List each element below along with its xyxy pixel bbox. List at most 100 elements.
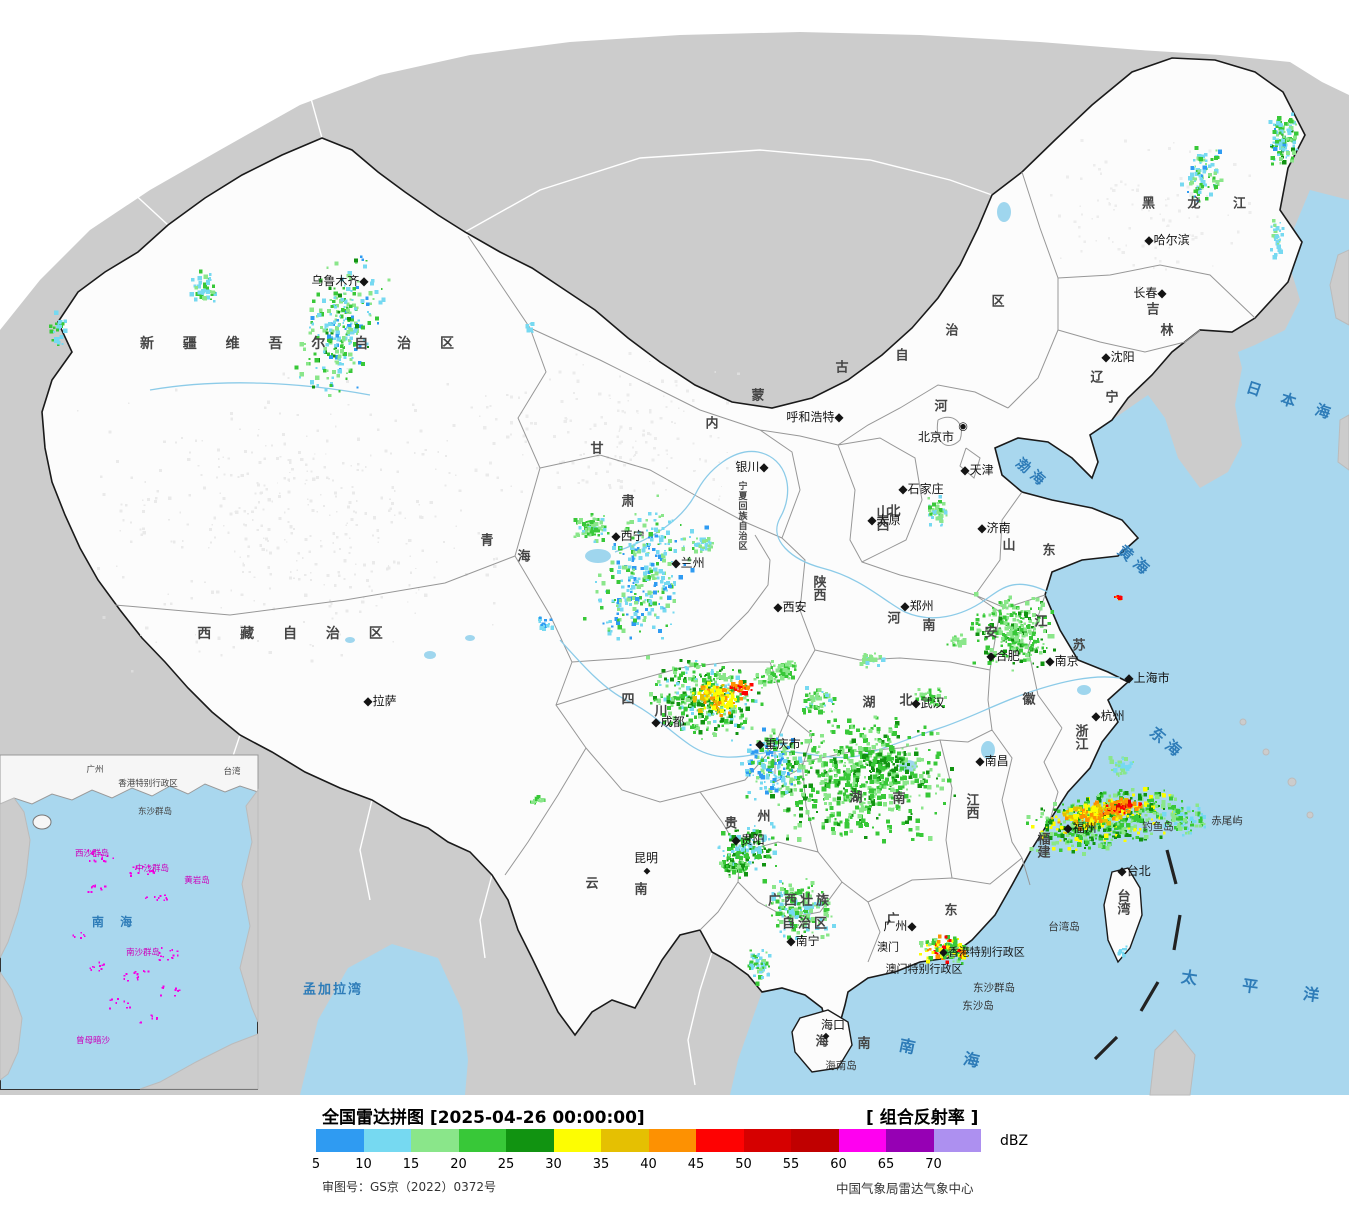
- radar-echo-px: [1113, 596, 1116, 599]
- terrain-px: [1154, 246, 1157, 249]
- radar-echo-px: [817, 707, 820, 710]
- radar-echo-px: [782, 750, 785, 753]
- radar-echo-px: [634, 593, 637, 596]
- terrain-px: [609, 397, 611, 400]
- radar-echo-px: [593, 540, 597, 543]
- radar-echo-px: [1121, 801, 1125, 805]
- radar-echo-px: [891, 796, 895, 800]
- radar-echo-px: [762, 682, 767, 687]
- radar-echo-px: [638, 555, 643, 560]
- radar-echo-px: [770, 821, 774, 826]
- radar-echo-px: [729, 717, 734, 721]
- terrain-px: [345, 379, 349, 383]
- radar-echo-px: [1198, 197, 1201, 199]
- radar-echo-px: [315, 315, 319, 318]
- radar-echo-px: [1294, 131, 1299, 136]
- radar-echo-px: [877, 738, 882, 742]
- terrain-px: [1096, 215, 1100, 219]
- radar-echo-px: [858, 746, 862, 750]
- radar-echo-px: [715, 708, 718, 711]
- radar-echo-px: [844, 818, 849, 823]
- terrain-px: [256, 481, 259, 484]
- radar-echo-px: [797, 823, 802, 828]
- radar-echo-px: [832, 923, 837, 928]
- terrain-px: [100, 475, 103, 479]
- radar-echo-px: [668, 539, 673, 543]
- terrain-px: [698, 458, 702, 461]
- radar-echo-px: [807, 886, 810, 889]
- radar-echo-px: [1075, 834, 1081, 839]
- radar-echo-px: [628, 579, 631, 582]
- terrain-px: [444, 484, 447, 487]
- radar-echo-px: [573, 535, 577, 539]
- radar-echo-px: [674, 684, 677, 687]
- terrain-px: [573, 392, 576, 395]
- radar-echo-px: [1272, 136, 1277, 141]
- radar-echo-px: [869, 788, 874, 794]
- radar-echo-px: [51, 338, 55, 342]
- terrain-px: [357, 463, 360, 466]
- radar-echo-px: [1073, 819, 1077, 823]
- radar-echo-px: [720, 668, 723, 671]
- radar-echo-px: [779, 930, 782, 933]
- radar-echo-px: [52, 331, 55, 334]
- terrain-px: [1125, 244, 1128, 247]
- radar-echo-px: [723, 709, 726, 712]
- radar-echo-px: [908, 827, 913, 832]
- radar-echo-px: [1100, 842, 1103, 845]
- radar-echo-px: [681, 683, 685, 688]
- terrain-px: [598, 392, 602, 396]
- radar-echo-px: [632, 581, 635, 584]
- terrain-px: [240, 593, 244, 597]
- island-speckle: [112, 857, 115, 860]
- terrain-px: [437, 451, 440, 453]
- radar-echo-px: [893, 778, 897, 782]
- radar-echo-px: [914, 778, 919, 784]
- radar-echo-px: [700, 550, 703, 553]
- radar-echo-px: [1048, 820, 1053, 825]
- radar-echo-px: [640, 583, 644, 587]
- radar-echo-px: [850, 749, 854, 754]
- radar-echo-px: [936, 694, 941, 699]
- radar-echo-px: [735, 846, 740, 851]
- radar-echo-px: [1005, 622, 1010, 627]
- terrain-px: [258, 461, 262, 465]
- radar-echo-px: [803, 921, 808, 926]
- radar-echo-px: [722, 688, 726, 692]
- radar-echo-px: [786, 837, 790, 841]
- radar-echo-px: [682, 545, 685, 548]
- radar-echo-px: [788, 910, 793, 915]
- radar-echo-px: [311, 385, 315, 389]
- radar-echo-px: [726, 859, 729, 862]
- radar-echo-px: [1071, 850, 1075, 854]
- inset-malay: [0, 971, 23, 1081]
- terrain-px: [332, 542, 335, 544]
- terrain-px: [397, 561, 400, 565]
- radar-echo-px: [642, 571, 647, 576]
- radar-echo-px: [811, 697, 816, 702]
- terrain-px: [448, 472, 451, 474]
- radar-echo-px: [721, 699, 724, 702]
- terrain-px: [646, 432, 650, 436]
- radar-echo-px: [1191, 818, 1194, 822]
- radar-echo-px: [738, 868, 743, 873]
- radar-echo-px: [1089, 826, 1094, 831]
- radar-echo-px: [805, 918, 808, 921]
- radar-echo-px: [1193, 177, 1197, 181]
- radar-echo-px: [712, 696, 716, 700]
- radar-echo-px: [1203, 823, 1206, 826]
- radar-echo-px: [198, 281, 202, 285]
- radar-echo-px: [681, 547, 686, 551]
- radar-echo-px: [987, 624, 990, 626]
- radar-echo-px: [1126, 823, 1131, 828]
- radar-echo-px: [749, 833, 754, 838]
- radar-echo-px: [1068, 832, 1072, 836]
- radar-echo-px: [732, 669, 735, 671]
- radar-echo-px: [683, 679, 687, 683]
- terrain-px: [297, 450, 302, 455]
- radar-echo-px: [1114, 763, 1118, 767]
- radar-echo-px: [602, 515, 605, 518]
- radar-echo-px: [863, 802, 866, 804]
- radar-echo-px: [337, 369, 342, 374]
- radar-echo-px: [707, 695, 710, 698]
